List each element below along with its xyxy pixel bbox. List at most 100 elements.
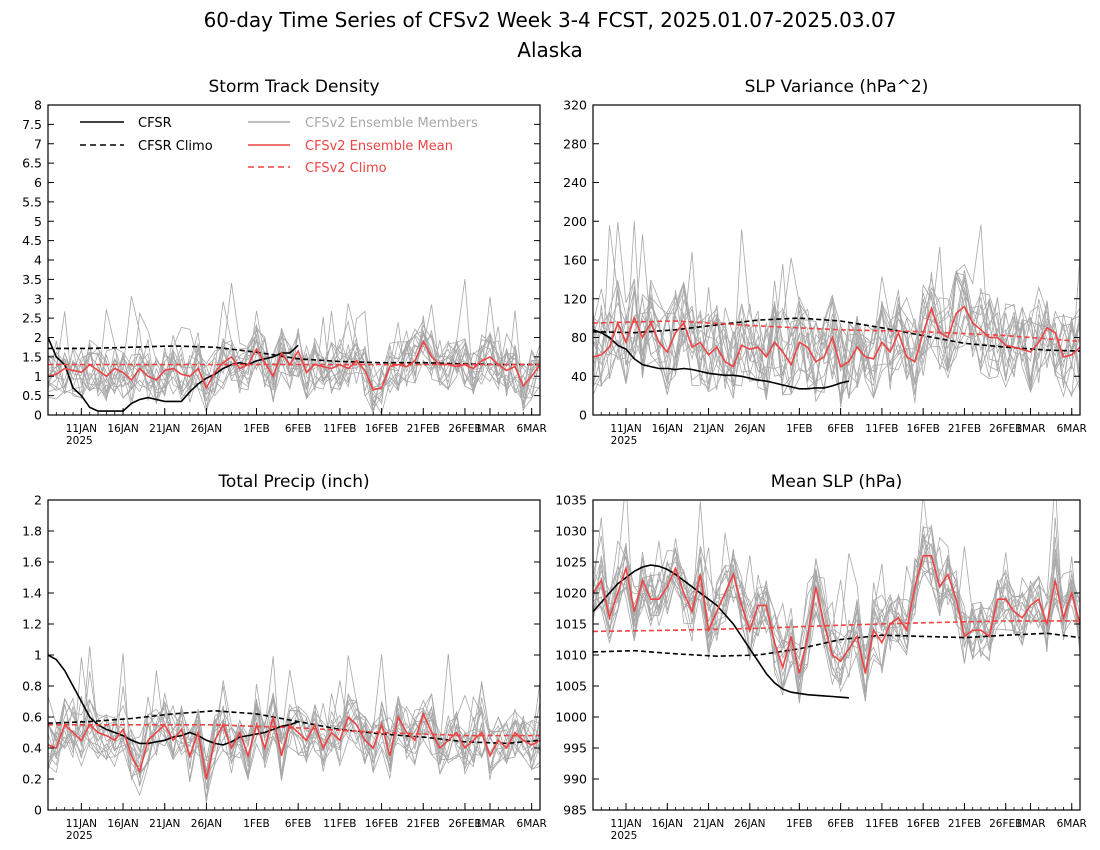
y-tick-label: 40 bbox=[571, 369, 587, 384]
ensemble-member-line bbox=[48, 681, 540, 797]
y-tick-label: 1025 bbox=[555, 555, 587, 570]
ensemble-member-line bbox=[48, 296, 540, 402]
x-tick-label: 11FEB bbox=[865, 818, 898, 830]
x-tick-label: 16FEB bbox=[907, 818, 940, 830]
ensemble-member-line bbox=[48, 303, 540, 414]
x-tick-label: 26FEB bbox=[448, 818, 481, 830]
y-tick-label: 985 bbox=[563, 803, 587, 818]
legend-cfsr-climo: CFSR Climo bbox=[138, 139, 213, 154]
ensemble-member-line bbox=[48, 283, 540, 411]
ensemble-members bbox=[48, 278, 540, 415]
y-tick-label: 0 bbox=[34, 803, 42, 818]
y-tick-label: 1.6 bbox=[22, 555, 42, 570]
x-year-label: 2025 bbox=[611, 435, 638, 447]
ensemble-member-line bbox=[593, 246, 1080, 398]
x-tick-label: 6FEB bbox=[285, 423, 312, 435]
legend-cfsv2-climo: CFSv2 Climo bbox=[305, 161, 387, 176]
x-tick-label: 1MAR bbox=[475, 423, 505, 435]
ensemble-member-line bbox=[593, 222, 1080, 391]
x-tick-label: 16JAN bbox=[107, 423, 138, 435]
x-tick-label: 21FEB bbox=[948, 423, 981, 435]
x-tick-label: 16JAN bbox=[107, 818, 138, 830]
y-tick-label: 1030 bbox=[555, 524, 587, 539]
panel-title: Mean SLP (hPa) bbox=[771, 472, 903, 492]
x-tick-label: 6FEB bbox=[285, 818, 312, 830]
y-tick-label: 0 bbox=[34, 408, 42, 423]
x-tick-label: 1FEB bbox=[786, 818, 813, 830]
panel-title: Total Precip (inch) bbox=[217, 472, 369, 492]
panel-title: SLP Variance (hPa^2) bbox=[745, 77, 929, 97]
cfsr-climo-line bbox=[592, 317, 1081, 352]
y-tick-label: 80 bbox=[571, 330, 587, 345]
ensemble-member-line bbox=[593, 533, 1080, 702]
x-tick-label: 11JAN bbox=[66, 818, 97, 830]
x-tick-label: 11JAN bbox=[66, 423, 97, 435]
y-tick-label: 1015 bbox=[555, 617, 587, 632]
panel-2: SLP Variance (hPa^2) 0 40 80 120 160 200 240 280… bbox=[563, 77, 1087, 447]
y-tick-label: 120 bbox=[563, 291, 587, 306]
y-tick-label: 6.5 bbox=[22, 156, 42, 171]
ensemble-members bbox=[48, 646, 540, 804]
y-tick-label: 4 bbox=[34, 253, 42, 268]
y-tick-label: 5.5 bbox=[22, 194, 42, 209]
x-tick-label: 1FEB bbox=[243, 423, 270, 435]
y-tick-label: 3.5 bbox=[22, 272, 42, 287]
x-tick-label: 26FEB bbox=[989, 818, 1022, 830]
ensemble-members bbox=[593, 221, 1080, 408]
ensemble-member-line bbox=[48, 331, 540, 414]
cfsr-line bbox=[47, 654, 299, 746]
y-tick-label: 1.8 bbox=[22, 524, 42, 539]
ensemble-member-line bbox=[48, 683, 540, 787]
y-tick-label: 0.2 bbox=[22, 772, 42, 787]
y-tick-label: 1005 bbox=[555, 679, 587, 694]
panel-3: Total Precip (inch) 0 0.2 0.4 0.6 0.8 1 1.2 1.4 1… bbox=[22, 472, 547, 842]
x-tick-label: 21FEB bbox=[407, 423, 440, 435]
ensemble-member-line bbox=[593, 251, 1080, 399]
x-tick-label: 1FEB bbox=[786, 423, 813, 435]
y-tick-label: 1.4 bbox=[22, 586, 42, 601]
ensemble-member-line bbox=[48, 324, 540, 400]
y-tick-label: 6 bbox=[34, 175, 42, 190]
panel-4: Mean SLP (hPa) 985 990 995 1000 1005 1010 1015 1… bbox=[555, 472, 1087, 842]
y-tick-label: 1 bbox=[34, 648, 42, 663]
y-tick-label: 1020 bbox=[555, 586, 587, 601]
cfsr-line bbox=[592, 564, 849, 699]
x-tick-label: 6FEB bbox=[827, 423, 854, 435]
cfsv2-climo-line bbox=[48, 723, 540, 737]
ensemble-member-line bbox=[48, 316, 540, 414]
x-tick-label: 1MAR bbox=[1015, 423, 1045, 435]
x-tick-label: 16FEB bbox=[365, 818, 398, 830]
legend-mean: CFSv2 Ensemble Mean bbox=[305, 139, 453, 154]
x-tick-label: 1MAR bbox=[475, 818, 505, 830]
y-tick-label: 280 bbox=[563, 136, 587, 151]
cfsr-line bbox=[592, 329, 850, 390]
y-tick-label: 2 bbox=[34, 493, 42, 508]
y-tick-label: 1000 bbox=[555, 710, 587, 725]
x-tick-label: 26JAN bbox=[734, 423, 765, 435]
y-tick-label: 0.8 bbox=[22, 679, 42, 694]
x-tick-label: 21FEB bbox=[407, 818, 440, 830]
y-tick-label: 7 bbox=[34, 136, 42, 151]
x-tick-label: 21JAN bbox=[149, 818, 180, 830]
x-tick-label: 1FEB bbox=[243, 818, 270, 830]
x-tick-label: 6MAR bbox=[1057, 818, 1087, 830]
ensemble-member-line bbox=[593, 524, 1080, 686]
y-tick-label: 3 bbox=[34, 291, 42, 306]
y-tick-label: 0.4 bbox=[22, 741, 42, 756]
cfsr-climo-line bbox=[592, 632, 1081, 658]
x-tick-label: 21JAN bbox=[693, 423, 724, 435]
x-tick-label: 16FEB bbox=[907, 423, 940, 435]
cfsv2-ensemble-mean-line bbox=[47, 339, 541, 391]
ensemble-member-line bbox=[48, 695, 540, 781]
y-tick-label: 1 bbox=[34, 369, 42, 384]
y-tick-label: 2.5 bbox=[22, 311, 42, 326]
x-tick-label: 16JAN bbox=[652, 423, 683, 435]
x-tick-label: 1MAR bbox=[1015, 818, 1045, 830]
y-tick-label: 240 bbox=[563, 175, 587, 190]
x-tick-label: 11FEB bbox=[323, 818, 356, 830]
ensemble-member-line bbox=[593, 543, 1080, 701]
y-tick-label: 160 bbox=[563, 253, 587, 268]
legend-members: CFSv2 Ensemble Members bbox=[305, 116, 478, 131]
x-tick-label: 6MAR bbox=[517, 818, 547, 830]
